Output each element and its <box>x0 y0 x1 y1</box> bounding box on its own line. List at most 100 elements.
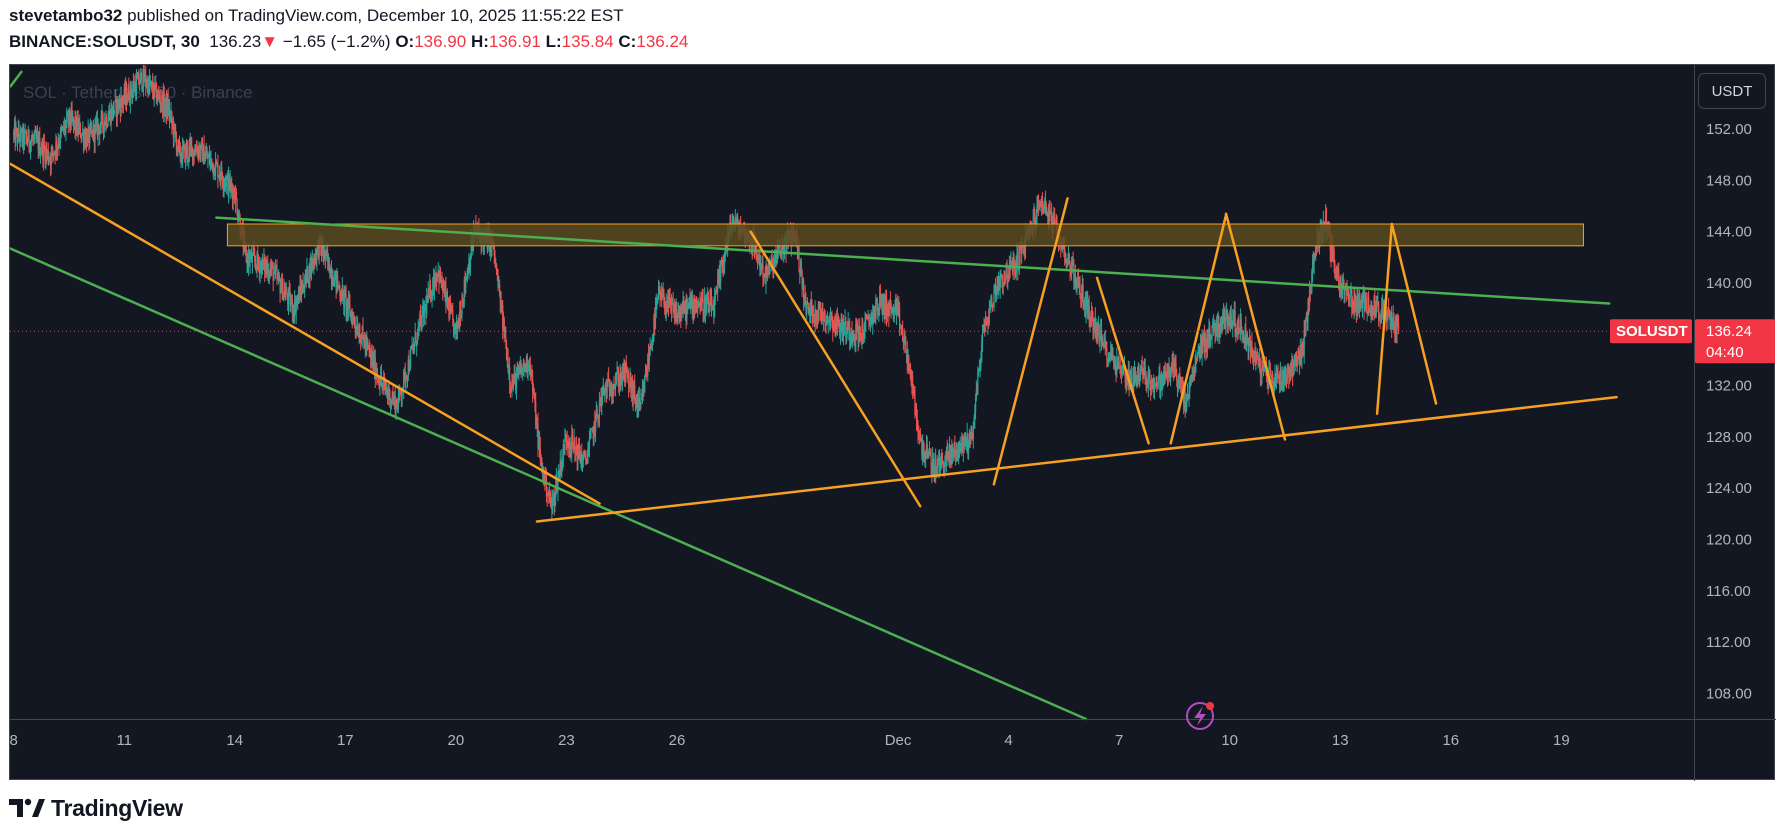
candle-body <box>112 105 114 118</box>
orange-swing-line[interactable] <box>992 197 1069 486</box>
candle-body <box>872 314 875 318</box>
candle-body <box>175 137 178 151</box>
candle-body <box>1044 200 1047 204</box>
candle-body <box>203 145 205 164</box>
candle-body <box>374 356 376 379</box>
x-tick-label: 7 <box>1115 732 1123 749</box>
candle-body <box>220 166 222 180</box>
orange-swing-line[interactable] <box>749 230 922 508</box>
candle-body <box>1193 367 1195 373</box>
candle-body <box>248 254 250 263</box>
candle-body <box>664 303 666 311</box>
candle-body <box>274 266 276 275</box>
price-chart[interactable]: SOL · TetherUS · 30 · Binance 152.00148.… <box>10 65 1776 781</box>
candle-body <box>925 450 927 458</box>
candle-body <box>944 461 946 471</box>
candle-body <box>780 252 782 257</box>
candle-body <box>59 129 62 144</box>
candle-body <box>1209 336 1212 344</box>
candle-body <box>1181 381 1183 384</box>
candle-body <box>1081 285 1083 293</box>
candle-body <box>1140 366 1143 370</box>
candle-body <box>1259 359 1261 369</box>
candle-body <box>870 312 872 317</box>
orange-swing-line[interactable] <box>1375 222 1394 416</box>
candle-body <box>454 323 456 325</box>
candle-body <box>138 83 141 85</box>
candle-body <box>1104 339 1106 344</box>
candle-body <box>1032 216 1034 230</box>
candle-body <box>158 92 160 96</box>
candle-body <box>43 143 45 150</box>
candle-body <box>1300 344 1302 359</box>
candle-body <box>902 339 905 341</box>
candle-body <box>1351 307 1354 309</box>
chart-frame[interactable]: SOL · TetherUS · 30 · Binance 152.00 148.… <box>9 64 1776 781</box>
lightning-icon[interactable] <box>1186 702 1214 730</box>
candle-body <box>293 311 295 318</box>
candle-body <box>60 129 62 131</box>
author-name[interactable]: stevetambo32 <box>9 6 123 25</box>
candle-body <box>898 308 901 330</box>
candle-body <box>548 494 550 497</box>
candle-body <box>450 309 452 312</box>
orange-descending-trendline[interactable] <box>10 162 601 505</box>
candle-body <box>250 253 252 258</box>
candle-body <box>352 316 354 325</box>
orange-swing-line[interactable] <box>1095 276 1150 445</box>
candle-body <box>530 369 532 376</box>
candle-body <box>468 259 470 275</box>
candle-body <box>908 365 911 374</box>
candle-body <box>50 151 52 166</box>
orange-swing-line[interactable] <box>1390 222 1438 405</box>
orange-swing-line[interactable] <box>1224 212 1287 441</box>
candle-body <box>334 270 336 276</box>
candle-body <box>764 273 766 284</box>
candle-body <box>363 335 365 341</box>
candle-body <box>463 279 465 301</box>
footer-brand[interactable]: TradingView <box>9 794 183 822</box>
candle-body <box>769 263 771 275</box>
candle-body <box>929 450 931 456</box>
candle-body <box>568 448 571 450</box>
candle-body <box>1143 367 1146 369</box>
candle-body <box>381 383 383 387</box>
candle-body <box>426 298 428 314</box>
candle-body <box>898 305 900 309</box>
candle-body <box>400 393 402 397</box>
candle-body <box>882 298 885 313</box>
candle-body <box>534 397 536 403</box>
candle-body <box>974 398 977 412</box>
candle-body <box>1014 273 1017 275</box>
candle-body <box>166 100 168 116</box>
candle-body <box>343 291 346 307</box>
candle-body <box>816 315 818 319</box>
candle-body <box>16 130 19 143</box>
candle-body <box>285 289 287 294</box>
badge-symbol: SOLUSDT <box>1616 323 1688 340</box>
candle-body <box>641 389 644 400</box>
candle-body <box>931 466 933 473</box>
candle-body <box>43 143 45 160</box>
green-trendline-upper[interactable] <box>215 216 1611 305</box>
candle-body <box>1228 318 1230 324</box>
candle-body <box>1220 324 1222 326</box>
candle-body <box>895 305 897 315</box>
candle-body <box>1186 394 1188 409</box>
currency-button[interactable]: USDT <box>1698 73 1766 109</box>
candle-body <box>628 372 630 387</box>
candle-body <box>19 137 21 142</box>
candle-body <box>690 301 692 307</box>
resistance-zone[interactable] <box>226 223 1584 247</box>
candle-body <box>267 266 269 277</box>
orange-swing-line[interactable] <box>1169 213 1228 445</box>
candle-body <box>991 296 993 306</box>
green-trendline-lower[interactable] <box>10 247 1088 721</box>
candle-body <box>816 312 819 319</box>
y-tick-label: 140.00 <box>1706 275 1752 292</box>
orange-support-trendline[interactable] <box>535 395 1618 523</box>
candle-body <box>155 83 157 89</box>
y-tick-label: 148.00 <box>1706 172 1752 189</box>
candle-body <box>1190 376 1192 378</box>
candle-body <box>538 440 540 449</box>
